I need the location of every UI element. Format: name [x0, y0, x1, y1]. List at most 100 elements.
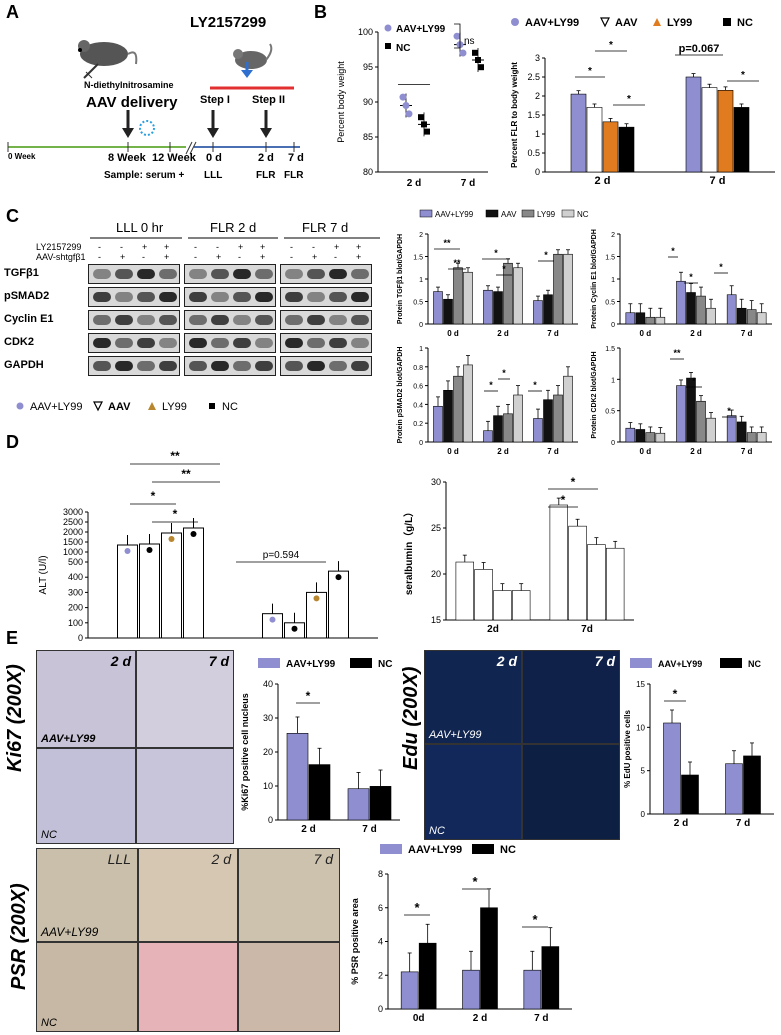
y-tick-label: 0.5 [605, 300, 615, 307]
psr-time-2d: 2 d [211, 851, 231, 867]
ki67-time-7d: 7 d [208, 653, 229, 669]
micrograph-psr-aav-7d: 7 d [238, 848, 340, 942]
panel-label-b: B [314, 2, 327, 22]
ki67-label: Ki67 (200X) [4, 664, 26, 772]
y-tick-label: 1.5 [413, 255, 423, 262]
data-point [269, 616, 276, 623]
blot-band [211, 269, 229, 279]
y-tick-label: 0 [535, 167, 540, 177]
blot-band [189, 361, 207, 371]
blot-group-lines [90, 237, 380, 239]
blot-band [159, 269, 177, 279]
y-tick-label: 0.4 [413, 402, 423, 409]
legend-swatch-aav-ly99 [258, 658, 280, 668]
x-tick-label: 7 d [736, 818, 750, 829]
blot-lane-group [88, 310, 180, 330]
bar-aav-ly99 [455, 561, 475, 621]
bar-aav-ly99 [483, 289, 493, 325]
week-12: 12 Week [152, 152, 196, 164]
bar-aav-ly99 [663, 722, 681, 815]
significance-label: * [544, 250, 548, 260]
y-tick-label: 30 [431, 477, 441, 487]
blot-band [115, 338, 133, 348]
micrograph-psr-nc-lll: NC [36, 942, 138, 1032]
micrograph-psr-nc-7d [238, 942, 340, 1032]
legend-label-aav: AAV [501, 210, 517, 219]
blot-band [137, 269, 155, 279]
y-tick-label: 0 [378, 1004, 383, 1014]
psr-time-7d: 7 d [313, 851, 333, 867]
bar-ly99 [503, 413, 513, 443]
blot-band [115, 315, 133, 325]
significance-label: * [689, 272, 693, 282]
sample-flr-7d: FLR [284, 170, 304, 181]
bar-aav [568, 525, 587, 621]
bar-nc [655, 316, 666, 325]
y-tick-label: 20 [263, 747, 273, 757]
bar-ly99 [306, 591, 327, 639]
y-tick-label: 2.5 [527, 72, 540, 82]
data-point [190, 531, 197, 537]
week-0: 0 Week [8, 152, 36, 161]
y-tick-label: 2000 [63, 527, 83, 537]
bar-nc [369, 786, 392, 821]
legend-label-aav: AAV [108, 401, 131, 413]
bar-nc [563, 375, 573, 443]
blot-sign-ly: + [260, 242, 266, 252]
blot-band [329, 315, 347, 325]
significance-label: * [671, 246, 675, 256]
step1-label: Step I [200, 94, 230, 106]
chart-psr: AAV+LY99 NC 0 2 4 6 8 0d 2 d 7 d % PSR positive ar… [350, 844, 572, 1024]
blot-sign-ly: - [290, 242, 293, 252]
chart-ki67: AAV+LY99 NC 0 10 20 30 40 2 d 7 d %Ki67 positive … [240, 658, 400, 835]
legend-label-nc: NC [222, 401, 238, 413]
bar-ly99 [696, 400, 706, 443]
blue-arrow-icon [241, 62, 253, 78]
edu-group-aav: AAV+LY99 [429, 729, 482, 741]
data-point [418, 114, 424, 121]
mouse-icon [78, 40, 138, 66]
bar-aav-ly99 [286, 733, 309, 821]
blot-lane-group [280, 356, 372, 376]
blot-band [285, 315, 303, 325]
bar-nc [513, 267, 523, 325]
blot-band [159, 338, 177, 348]
legend-swatch-aav-ly99 [380, 844, 402, 854]
y-tick-label: 3 [535, 53, 540, 63]
chart-legend-c: AAV+LY99 AAV LY99 NC [419, 209, 589, 219]
legend-swatch-ly99 [521, 209, 535, 218]
y-axis-title: seralbumin（g/L） [402, 507, 415, 595]
legend-label-ly99: LY99 [667, 17, 692, 29]
psr-group-aav: AAV+LY99 [41, 925, 99, 939]
significance-label: ns [464, 36, 475, 47]
x-tick-label: 7d [581, 624, 593, 635]
blot-band [351, 361, 369, 371]
legend-marker-ly99 [653, 18, 661, 26]
blot-band [189, 292, 207, 302]
data-point [472, 49, 478, 56]
significance-label: ** [443, 238, 451, 248]
blot-sign-ly: + [334, 242, 340, 252]
blot-band [211, 292, 229, 302]
blot-band [189, 338, 207, 348]
legend-swatch-nc [561, 209, 575, 218]
blot-band [255, 338, 273, 348]
y-axis-title: Protein Cyclin E1 blot/GAPDH [591, 229, 598, 329]
blot-lane-group [184, 287, 276, 307]
bar-aav-ly99 [570, 93, 587, 173]
x-tick-label: 7 d [461, 178, 475, 189]
y-axis-title: %Ki67 positive cell nucleus [240, 693, 250, 811]
bar-aav-ly99 [347, 788, 370, 821]
legend-label-nc: NC [500, 844, 516, 856]
legend-label-ly99: LY99 [537, 210, 556, 219]
bar-aav-ly99 [725, 763, 743, 815]
day-2: 2 d [258, 152, 274, 164]
blot-band [307, 315, 325, 325]
y-tick-label: 4 [378, 937, 383, 947]
blot-sign-aav: - [334, 252, 337, 262]
significance-label: ** [170, 449, 180, 463]
blot-band [255, 315, 273, 325]
x-tick-label: 2d [487, 624, 499, 635]
bar-nc [418, 942, 437, 1010]
bar-aav-ly99 [523, 969, 542, 1010]
